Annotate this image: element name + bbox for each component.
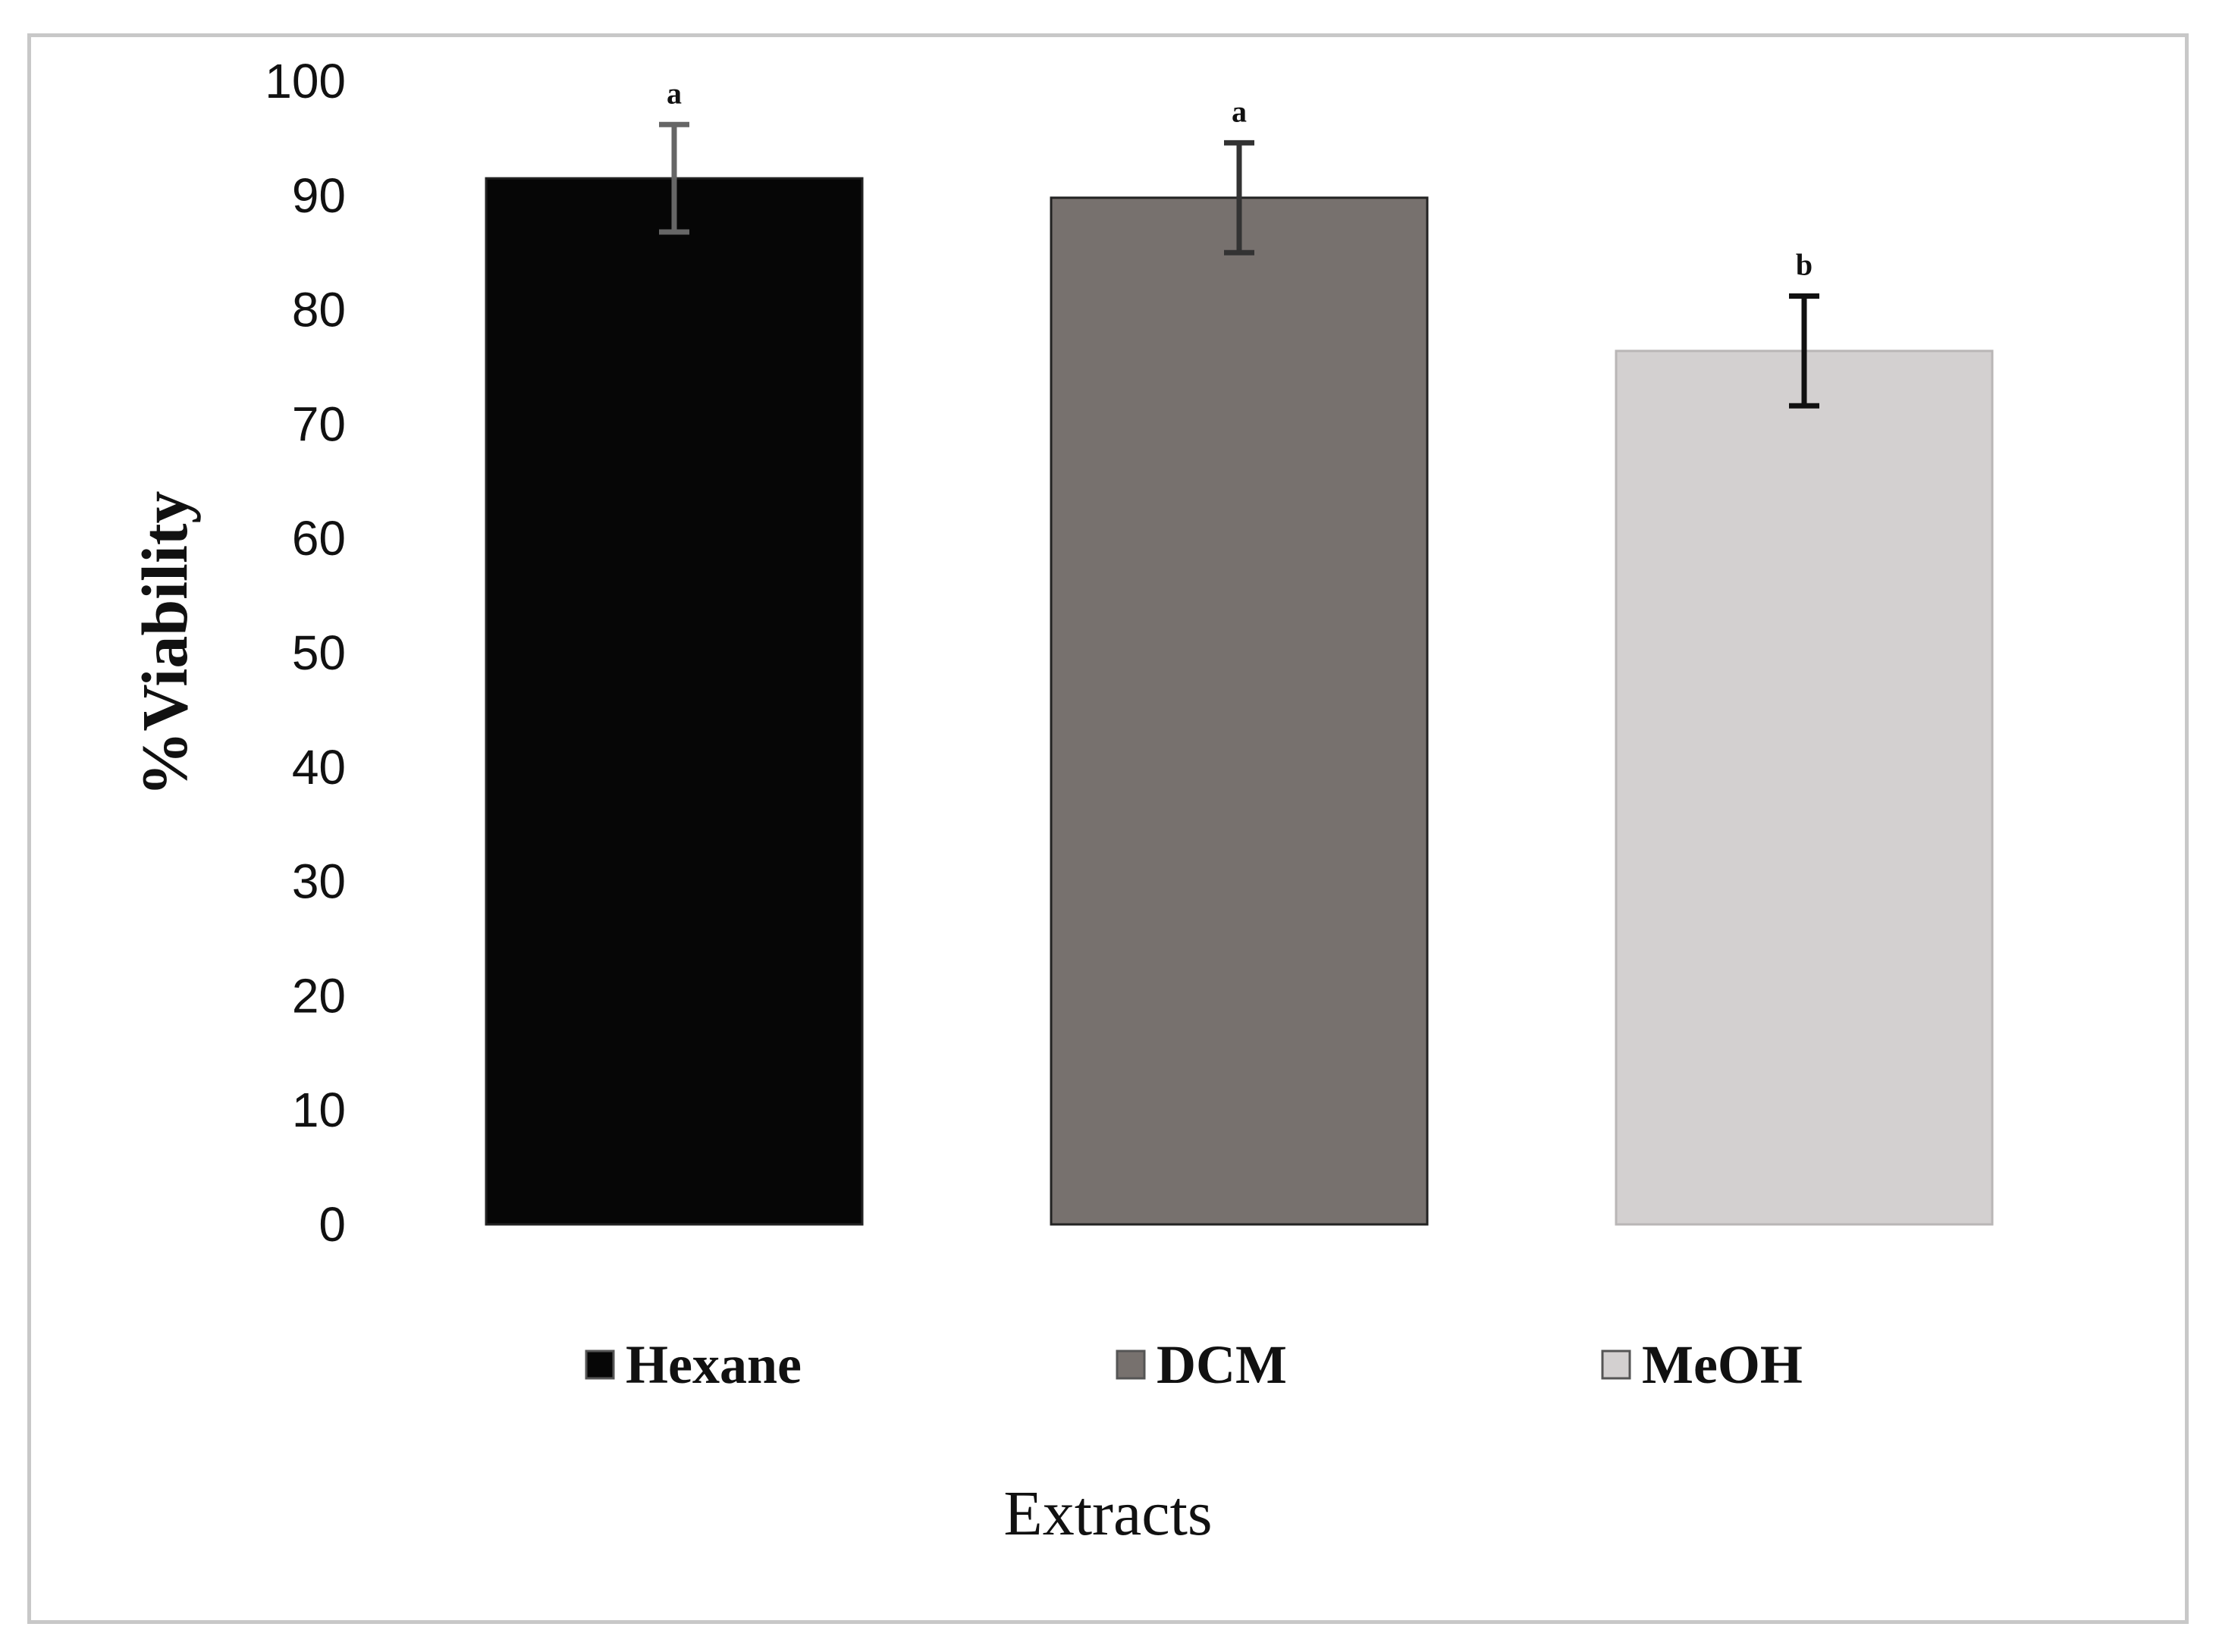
significance-letter: b [1796, 248, 1813, 282]
bar-hexane [485, 177, 864, 1226]
y-tick-label: 60 [292, 511, 346, 566]
y-tick-label: 100 [265, 54, 346, 108]
legend: Hexane DCM MeOH [585, 1334, 1803, 1395]
y-tick-label: 30 [292, 854, 346, 909]
y-tick-label: 80 [292, 283, 346, 337]
error-bars [659, 121, 1819, 409]
significance-labels: a a b [667, 76, 1813, 281]
legend-label: MeOH [1642, 1334, 1803, 1395]
y-axis-ticks: 0 10 20 30 40 50 60 70 80 90 100 [265, 54, 346, 1252]
error-bar [1789, 293, 1819, 409]
bar-meoh [1615, 350, 1994, 1226]
y-axis-title: %Viability [128, 491, 201, 797]
chart-frame: 0 10 20 30 40 50 60 70 80 90 100 a a b Hexane DCM MeOH… [27, 33, 2189, 1624]
legend-swatch [1601, 1349, 1631, 1380]
y-tick-label: 90 [292, 168, 346, 223]
legend-swatch [1116, 1349, 1146, 1380]
y-tick-label: 50 [292, 625, 346, 680]
y-tick-label: 20 [292, 968, 346, 1023]
legend-swatch [585, 1349, 615, 1380]
legend-label: Hexane [626, 1334, 802, 1395]
error-bar [1224, 139, 1254, 255]
y-tick-label: 10 [292, 1083, 346, 1137]
y-tick-label: 0 [319, 1197, 346, 1252]
significance-letter: a [1232, 94, 1247, 128]
bars [485, 177, 1994, 1226]
y-tick-label: 70 [292, 397, 346, 451]
legend-item: Hexane [585, 1334, 802, 1395]
x-axis-title: Extracts [1003, 1478, 1212, 1549]
legend-label: DCM [1157, 1334, 1287, 1395]
bar-chart: 0 10 20 30 40 50 60 70 80 90 100 a a b Hexane DCM MeOH… [128, 54, 1994, 1549]
significance-letter: a [667, 76, 682, 110]
error-bar [659, 121, 689, 235]
bar-dcm [1050, 196, 1429, 1226]
y-tick-label: 40 [292, 740, 346, 795]
legend-item: MeOH [1601, 1334, 1803, 1395]
legend-item: DCM [1116, 1334, 1287, 1395]
